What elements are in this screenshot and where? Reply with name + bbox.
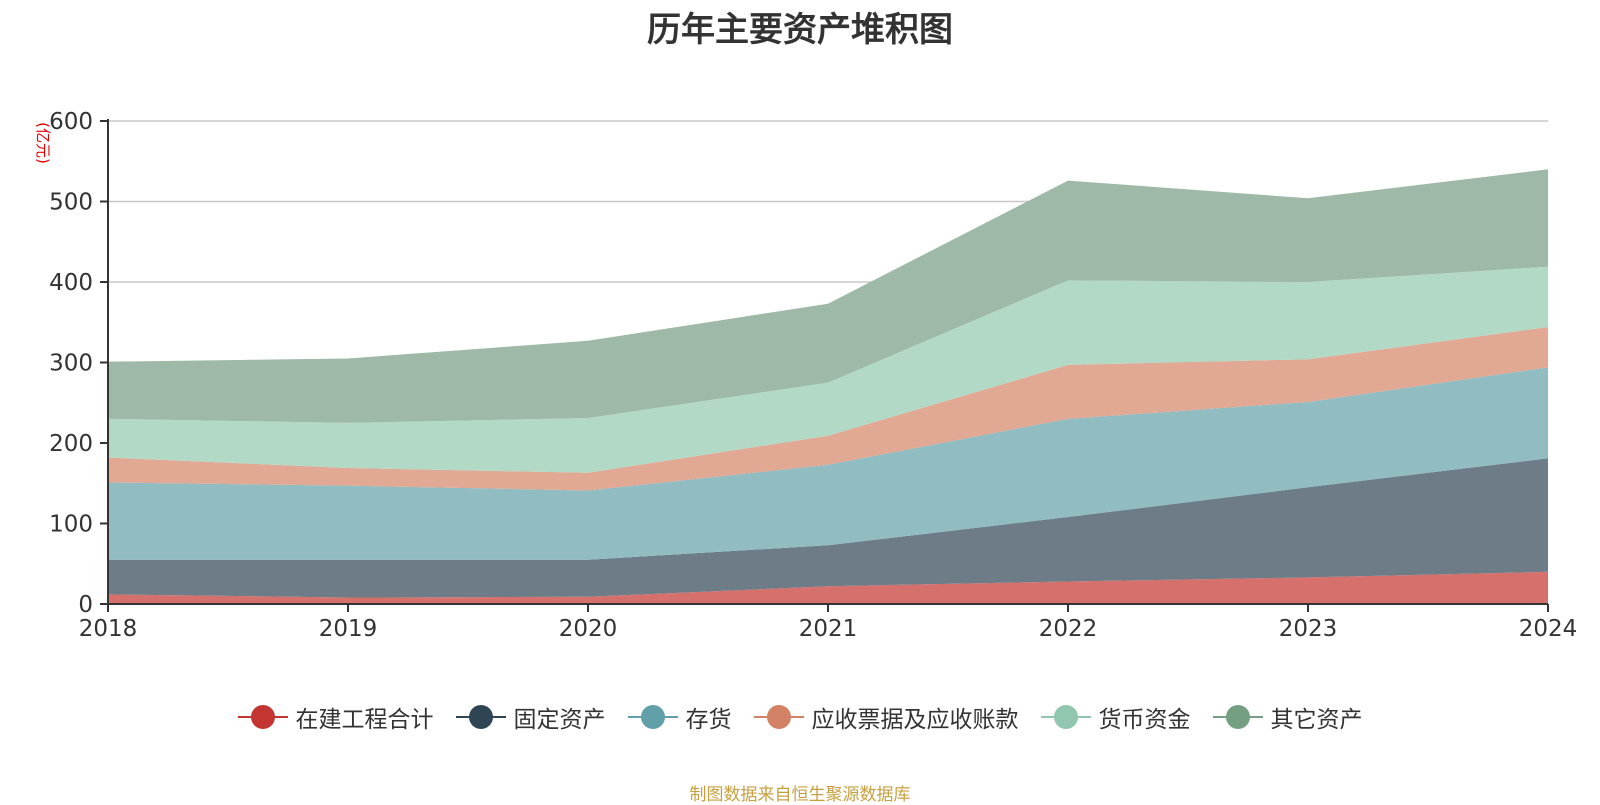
- legend-marker-dot: [250, 705, 275, 729]
- area-series-6: [108, 169, 1548, 423]
- y-tick-label: 200: [49, 431, 93, 457]
- legend-marker: [1212, 705, 1263, 729]
- x-tick-label: 2022: [1039, 616, 1098, 642]
- y-tick-label: 0: [78, 592, 93, 618]
- legend-label: 应收票据及应收账款: [811, 707, 1019, 733]
- legend-item-1[interactable]: 在建工程合计: [237, 700, 434, 734]
- legend-marker: [753, 705, 804, 729]
- y-tick-label: 600: [49, 109, 93, 135]
- legend-label: 存货: [685, 707, 732, 733]
- legend-item-3[interactable]: 存货: [627, 700, 732, 734]
- chart-title: 历年主要资产堆积图: [647, 10, 953, 50]
- legend-marker: [237, 705, 288, 729]
- legend-item-4[interactable]: 应收票据及应收账款: [753, 700, 1019, 734]
- area-series-2: [108, 458, 1548, 598]
- legend-marker-dot: [640, 705, 665, 729]
- y-axis-unit-label: (亿元): [34, 122, 52, 164]
- area-series-4: [108, 327, 1548, 491]
- legend-marker: [455, 705, 506, 729]
- area-series: [108, 169, 1548, 604]
- area-series-5: [108, 266, 1548, 473]
- y-tick-label: 300: [49, 351, 93, 377]
- source-note: 制图数据来自恒生聚源数据库: [689, 785, 911, 805]
- x-tick-label: 2018: [79, 616, 138, 642]
- y-tick-label: 400: [49, 270, 93, 296]
- y-tick-label: 100: [49, 512, 93, 538]
- axes: 0 100 200 300 400 500 600 2018 2019 2020 2021 2022 2…: [49, 109, 1577, 642]
- legend-marker-dot: [1225, 705, 1250, 729]
- area-series-1: [108, 571, 1548, 604]
- x-tick-label: 2021: [799, 616, 858, 642]
- legend-label: 固定资产: [513, 707, 606, 733]
- legend-marker: [627, 705, 678, 729]
- legend-label: 在建工程合计: [295, 707, 434, 733]
- x-tick-label: 2024: [1519, 616, 1578, 642]
- legend-item-6[interactable]: 其它资产: [1212, 700, 1363, 734]
- x-tick-label: 2019: [319, 616, 378, 642]
- area-series-3: [108, 367, 1548, 560]
- x-tick-label: 2020: [559, 616, 618, 642]
- legend-marker-dot: [766, 705, 791, 729]
- legend-marker-dot: [468, 705, 493, 729]
- legend-item-5[interactable]: 货币资金: [1040, 700, 1191, 734]
- legend-label: 其它资产: [1270, 707, 1363, 733]
- legend-item-2[interactable]: 固定资产: [455, 700, 606, 734]
- legend-label: 货币资金: [1098, 707, 1191, 733]
- x-tick-label: 2023: [1279, 616, 1338, 642]
- legend: 在建工程合计 固定资产 存货 应收票据及应收账款 货币资金 其它资产: [0, 700, 1600, 734]
- y-tick-label: 500: [49, 190, 93, 216]
- legend-marker-dot: [1053, 705, 1078, 729]
- legend-marker: [1040, 705, 1091, 729]
